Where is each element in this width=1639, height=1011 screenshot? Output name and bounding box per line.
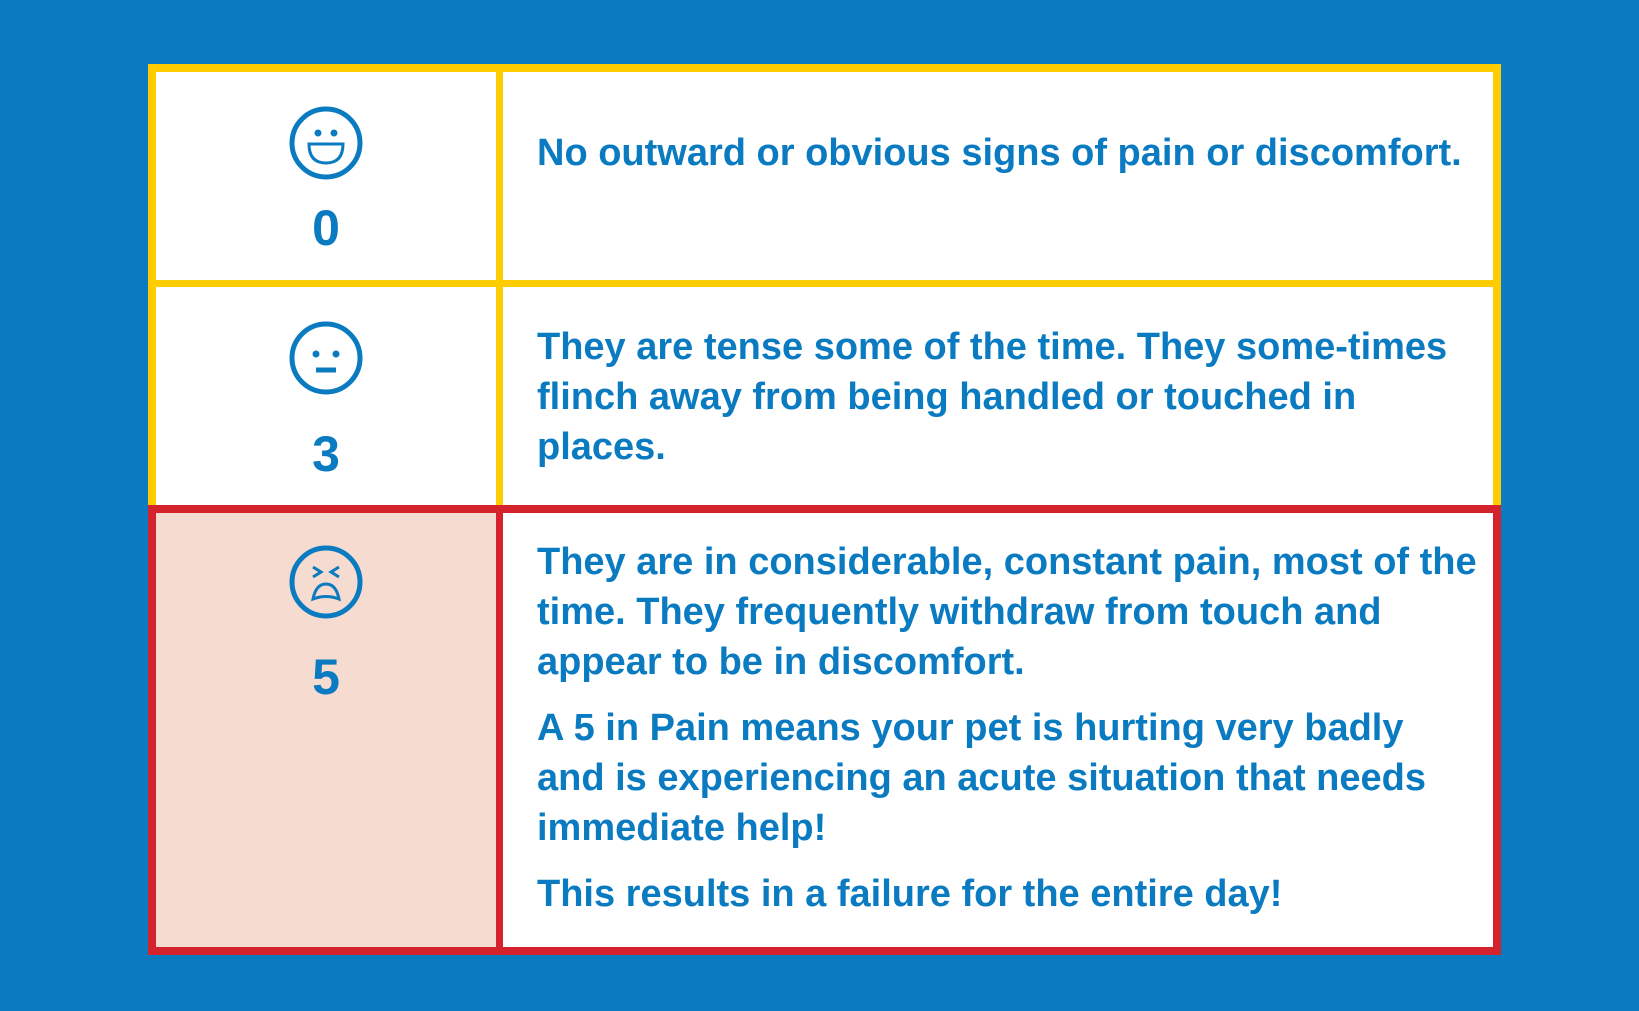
description-text: No outward or obvious signs of pain or d…	[537, 128, 1477, 194]
description-cell-0	[503, 72, 1493, 280]
score-label: 0	[312, 200, 340, 256]
description-text: They are in considerable, constant pain,…	[537, 537, 1477, 935]
score-label: 3	[312, 426, 340, 482]
description-paragraph: They are in considerable, constant pain,…	[537, 541, 1477, 683]
neutral-face-icon	[289, 321, 363, 395]
score-cell-5: 5	[156, 513, 496, 947]
description-cell-5	[503, 513, 1493, 947]
score-cell-3: 3	[156, 287, 496, 505]
warning-paragraph: A 5 in Pain means your pet is hurting ve…	[537, 707, 1426, 849]
description-paragraph: They are tense some of the time. They so…	[537, 326, 1448, 468]
description-cell-3	[503, 287, 1493, 505]
description-text: They are tense some of the time. They so…	[537, 322, 1477, 488]
score-label: 5	[312, 649, 340, 705]
description-paragraph: No outward or obvious signs of pain or d…	[537, 132, 1462, 174]
tired-face-icon	[289, 545, 363, 619]
failure-note: This results in a failure for the entire…	[537, 873, 1283, 915]
grinning-face-icon	[289, 106, 363, 180]
score-cell-0: 0	[156, 72, 496, 280]
